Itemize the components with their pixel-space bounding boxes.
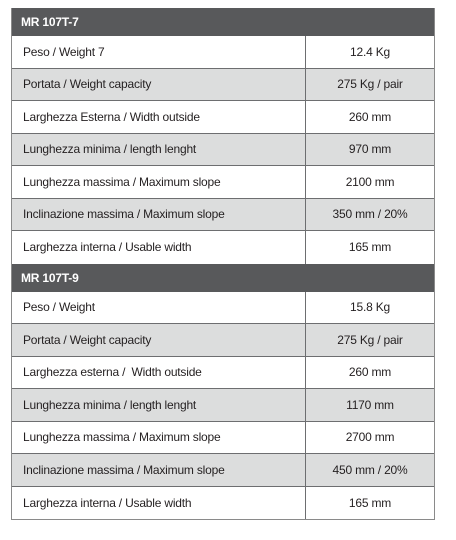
table-row: Portata / Weight capacity 275 Kg / pair	[12, 324, 434, 357]
section-title: MR 107T-7	[12, 8, 434, 36]
spec-value: 275 Kg / pair	[337, 332, 403, 347]
spec-value: 970 mm	[348, 142, 392, 157]
table-row: Peso / Weight 15.8 Kg	[12, 291, 434, 324]
spec-label: Peso / Weight	[12, 291, 306, 323]
spec-label: Portata / Weight capacity	[12, 324, 306, 356]
spec-label: Larghezza Esterna / Width outside	[12, 101, 306, 133]
table-row: Larghezza Esterna / Width outside 260 mm	[12, 101, 434, 134]
spec-label: Lunghezza massima / Maximum slope	[12, 421, 306, 453]
spec-label: Inclinazione massima / Maximum slope	[12, 198, 306, 230]
table-row: Larghezza interna / Usable width 165 mm	[12, 486, 434, 519]
spec-value: 2100 mm	[345, 174, 395, 189]
spec-value: 450 mm / 20%	[332, 462, 408, 477]
spec-value: 275 Kg / pair	[337, 77, 403, 92]
section-title: MR 107T-9	[12, 263, 434, 292]
spec-value: 15.8 Kg	[350, 300, 390, 315]
spec-label: Inclinazione massima / Maximum slope	[12, 454, 306, 486]
spec-value: 165 mm	[348, 495, 392, 510]
spec-label: Larghezza esterna / Width outside	[12, 356, 306, 388]
spec-label: Portata / Weight capacity	[12, 68, 306, 100]
spec-label: Lunghezza massima / Maximum slope	[12, 166, 306, 198]
spec-label: Larghezza interna / Usable width	[12, 486, 306, 519]
table-row: Peso / Weight 7 12.4 Kg	[12, 36, 434, 69]
spec-label: Larghezza interna / Usable width	[12, 231, 306, 264]
table-row: Lunghezza massima / Maximum slope 2100 mm	[12, 166, 434, 199]
table-row: Lunghezza minima / length lenght 1170 mm	[12, 389, 434, 422]
table-row: Lunghezza minima / length lenght 970 mm	[12, 133, 434, 166]
spec-value: 12.4 Kg	[350, 44, 390, 59]
table-row: Lunghezza massima / Maximum slope 2700 mm	[12, 421, 434, 454]
spec-value: 2700 mm	[345, 430, 395, 445]
spec-label: Lunghezza minima / length lenght	[12, 133, 306, 165]
table-row: Portata / Weight capacity 275 Kg / pair	[12, 68, 434, 101]
spec-value: 1170 mm	[346, 397, 394, 412]
spec-value: 350 mm / 20%	[332, 207, 408, 222]
spec-table: MR 107T-7 Peso / Weight 7 12.4 Kg Portata /…	[11, 8, 435, 520]
table-row: Larghezza interna / Usable width 165 mm	[12, 231, 434, 264]
spec-value: 165 mm	[348, 240, 392, 255]
spec-label: Peso / Weight 7	[12, 36, 306, 68]
table-row: Inclinazione massima / Maximum slope 450 …	[12, 454, 434, 487]
spec-value: 260 mm	[348, 365, 392, 380]
spec-value: 260 mm	[348, 109, 392, 124]
table-section: MR 107T-9 Peso / Weight 15.8 Kg Portata / W…	[12, 263, 434, 519]
table-row: Inclinazione massima / Maximum slope 350 …	[12, 198, 434, 231]
table-row: Larghezza esterna / Width outside 260 mm	[12, 356, 434, 389]
table-section: MR 107T-7 Peso / Weight 7 12.4 Kg Portata /…	[12, 8, 434, 264]
spec-label: Lunghezza minima / length lenght	[12, 389, 306, 421]
